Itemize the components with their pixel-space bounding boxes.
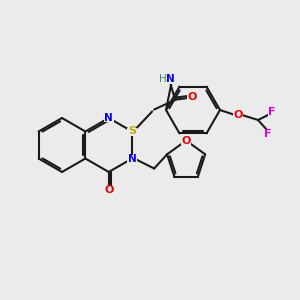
- Text: N: N: [166, 74, 175, 85]
- FancyBboxPatch shape: [127, 154, 137, 163]
- FancyBboxPatch shape: [104, 186, 114, 194]
- FancyBboxPatch shape: [264, 130, 272, 138]
- Text: O: O: [233, 110, 243, 120]
- FancyBboxPatch shape: [127, 128, 137, 136]
- Text: N: N: [104, 113, 113, 123]
- Text: O: O: [182, 136, 191, 146]
- FancyBboxPatch shape: [159, 76, 177, 83]
- FancyBboxPatch shape: [268, 108, 276, 116]
- Text: S: S: [128, 127, 136, 136]
- Text: O: O: [188, 92, 197, 103]
- Text: F: F: [264, 129, 272, 139]
- FancyBboxPatch shape: [181, 136, 191, 145]
- FancyBboxPatch shape: [187, 94, 197, 101]
- Text: O: O: [104, 185, 113, 195]
- Text: N: N: [128, 154, 136, 164]
- Text: F: F: [268, 107, 276, 117]
- FancyBboxPatch shape: [104, 114, 114, 122]
- Text: H: H: [159, 74, 167, 85]
- FancyBboxPatch shape: [233, 111, 243, 119]
